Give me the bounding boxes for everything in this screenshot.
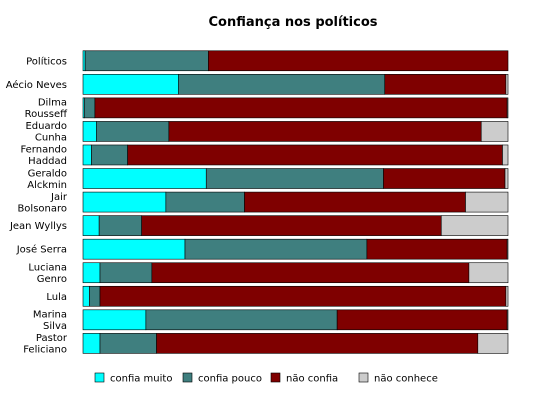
- category-label: Dilma Rousseff: [25, 98, 69, 121]
- bar-segment-1-3: [208, 50, 509, 72]
- bar-segment-10-3: [151, 262, 470, 284]
- bar-segment-8-4: [440, 215, 509, 236]
- bar-segment-7-4: [465, 191, 509, 213]
- bar-segment-13-1: [82, 333, 101, 354]
- bar-segment-12-2: [145, 309, 338, 331]
- bar-segment-9-4: [506, 238, 509, 260]
- category-label: Pastor Feliciano: [23, 333, 68, 356]
- bar-segment-10-4: [468, 262, 509, 284]
- bar-segment-8-1: [82, 215, 100, 236]
- bar-segment-5-2: [91, 144, 128, 166]
- legend-swatch: [94, 372, 105, 383]
- category-label: Luciana Genro: [28, 262, 67, 285]
- bar-segment-13-4: [477, 333, 509, 354]
- bar-segment-11-2: [89, 285, 101, 307]
- bar-segment-13-2: [99, 333, 157, 354]
- bar-segment-12-3: [336, 309, 508, 331]
- bar-segment-2-1: [82, 74, 179, 95]
- category-label: Lula: [46, 292, 67, 303]
- category-labels: Políticos Aécio Neves Dilma RousseffEduardo…: [6, 55, 68, 355]
- bar-segment-1-2: [84, 50, 209, 72]
- bar-segment-5-3: [127, 144, 503, 166]
- legend-swatch: [358, 372, 369, 383]
- bar-segment-4-4: [480, 121, 509, 142]
- category-label: Geraldo Alckmin: [27, 168, 67, 191]
- category-label: Aécio Neves: [6, 79, 67, 91]
- bar-segment-9-3: [366, 238, 508, 260]
- bar-segment-6-1: [82, 168, 207, 189]
- category-label: Fernando Haddad: [20, 145, 67, 168]
- bar-segment-10-1: [82, 262, 101, 284]
- bar-segment-8-2: [98, 215, 142, 236]
- legend-label: confia pouco: [198, 374, 262, 385]
- legend-label: não conhece: [374, 374, 438, 385]
- bar-segment-2-4: [505, 74, 509, 95]
- bar-segment-2-3: [384, 74, 507, 95]
- bar-segment-3-2: [83, 97, 96, 119]
- category-label: Jean Wyllys: [9, 221, 67, 232]
- bar-segment-8-3: [141, 215, 442, 236]
- bar-segment-6-4: [504, 168, 509, 189]
- bar-segment-5-4: [502, 144, 509, 166]
- bar-segment-5-1: [82, 144, 92, 166]
- bar-segment-13-3: [156, 333, 479, 354]
- legend-swatch: [182, 372, 193, 383]
- category-label: Eduardo Cunha: [25, 121, 67, 144]
- bar-segment-6-2: [205, 168, 384, 189]
- bar-segment-4-2: [96, 121, 170, 142]
- category-label: Políticos: [26, 55, 67, 67]
- bar-segment-11-4: [505, 285, 509, 307]
- bar-segment-7-2: [165, 191, 245, 213]
- chart-title: Confiança nos políticos: [208, 15, 377, 30]
- bar-segment-3-4: [506, 97, 509, 119]
- bar-segment-2-2: [178, 74, 386, 95]
- bar-segment-9-2: [184, 238, 368, 260]
- bars-group: [82, 50, 509, 354]
- legend: confia muito confia pouco não confia não co…: [94, 372, 438, 385]
- bar-segment-1-1: [82, 50, 86, 72]
- bar-segment-7-3: [244, 191, 466, 213]
- bar-segment-4-1: [82, 121, 97, 142]
- bar-segment-6-3: [383, 168, 506, 189]
- bar-segment-9-1: [82, 238, 186, 260]
- bar-segment-12-4: [506, 309, 509, 331]
- bar-segment-7-1: [82, 191, 167, 213]
- bar-segment-12-1: [82, 309, 147, 331]
- bar-segment-10-2: [99, 262, 153, 284]
- bar-segment-4-3: [168, 121, 482, 142]
- legend-label: não confia: [286, 374, 338, 385]
- bar-segment-3-3: [94, 97, 508, 119]
- bar-segment-11-3: [99, 285, 507, 307]
- category-label: Marina Silva: [33, 310, 67, 333]
- category-label: Jair Bolsonaro: [17, 192, 67, 215]
- legend-swatch: [270, 372, 281, 383]
- bar-segment-11-1: [82, 285, 90, 307]
- category-label: José Serra: [16, 244, 67, 256]
- legend-label: confia muito: [110, 374, 172, 385]
